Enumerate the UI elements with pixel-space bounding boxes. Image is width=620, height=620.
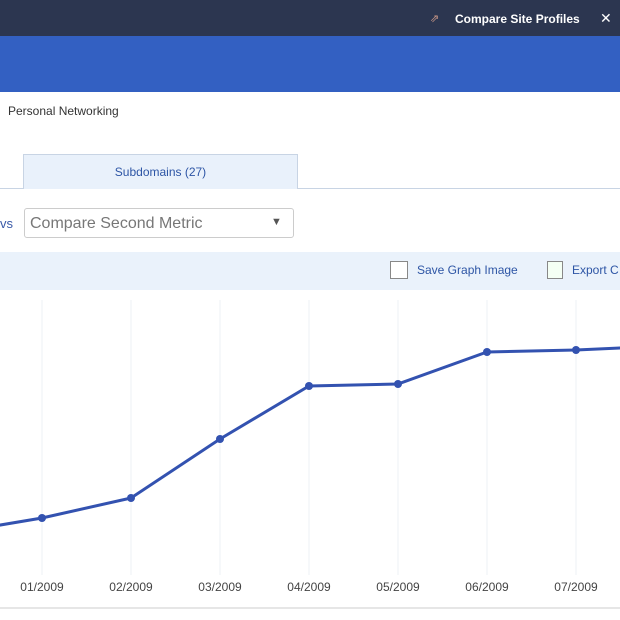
data-point xyxy=(572,346,580,354)
breadcrumb: Personal Networking xyxy=(8,104,119,118)
data-point xyxy=(305,382,313,390)
data-point xyxy=(394,380,402,388)
dropdown[interactable]: Compare Second Metric ▼ xyxy=(24,208,294,238)
data-point xyxy=(216,435,224,443)
tab[interactable]: Subdomains (27) xyxy=(23,154,298,189)
save-graph[interactable]: Save Graph Image xyxy=(417,263,518,277)
banner xyxy=(0,36,620,92)
export-icon xyxy=(547,261,563,279)
x-tick-label: 03/2009 xyxy=(198,580,242,594)
toolbar: Save Graph Image Export C xyxy=(0,252,620,290)
data-point xyxy=(38,514,46,522)
x-tick-label: 01/2009 xyxy=(20,580,64,594)
top-bar: ⇗ Compare Site Profiles ✕ xyxy=(0,0,620,36)
x-tick-label: 06/2009 xyxy=(465,580,509,594)
x-tick-label: 05/2009 xyxy=(376,580,420,594)
data-point xyxy=(483,348,491,356)
dropdown-arrow: ▼ xyxy=(271,216,282,228)
x-tick-label: 07/2009 xyxy=(554,580,598,594)
dropdown-text: Compare Second Metric xyxy=(30,215,203,232)
close[interactable]: ✕ xyxy=(600,10,612,26)
icon: ⇗ xyxy=(430,13,440,25)
compare-link[interactable]: Compare Site Profiles xyxy=(455,12,580,26)
save-icon xyxy=(390,261,408,279)
chart: 01/2009 02/2009 03/2009 04/2009 05/2009 06/20… xyxy=(0,300,620,609)
x-tick-label: 02/2009 xyxy=(109,580,153,594)
tab-line xyxy=(0,188,620,189)
export[interactable]: Export C xyxy=(572,263,619,277)
vs-label: vs xyxy=(0,216,13,231)
data-point xyxy=(127,494,135,502)
series-line xyxy=(0,346,620,527)
x-tick-label: 04/2009 xyxy=(287,580,331,594)
